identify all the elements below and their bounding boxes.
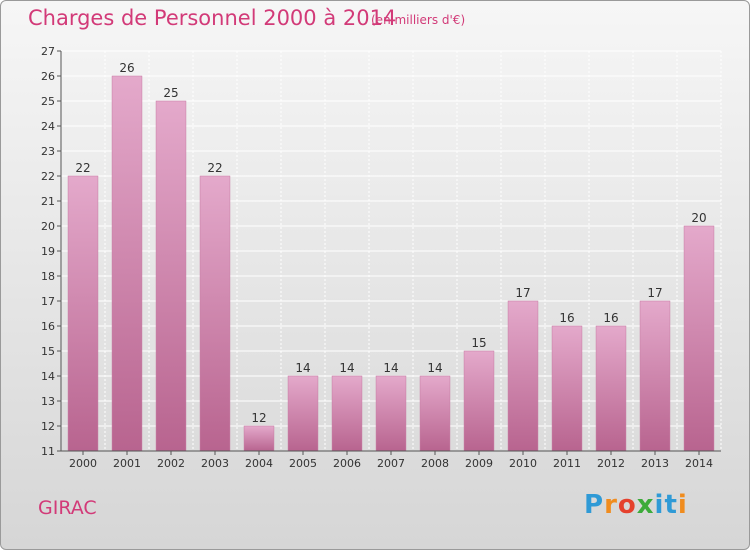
bar-2013[interactable]: [639, 300, 671, 452]
value-label: 14: [427, 361, 442, 375]
x-tick-label: 2008: [421, 457, 449, 470]
x-tick-label: 2002: [157, 457, 185, 470]
value-label: 22: [207, 161, 222, 175]
x-tick-label: 2001: [113, 457, 141, 470]
value-label: 14: [383, 361, 398, 375]
x-tick-label: 2000: [69, 457, 97, 470]
x-tick-label: 2012: [597, 457, 625, 470]
y-tick-label: 17: [41, 295, 55, 308]
y-tick-label: 19: [41, 245, 55, 258]
bar-2010[interactable]: [507, 300, 539, 452]
y-tick-label: 14: [41, 370, 55, 383]
y-tick-label: 21: [41, 195, 55, 208]
x-tick-label: 2011: [553, 457, 581, 470]
y-tick-label: 20: [41, 220, 55, 233]
bar-2014[interactable]: [683, 225, 715, 452]
x-tick-label: 2014: [685, 457, 713, 470]
proxiti-logo[interactable]: Proxiti: [584, 490, 688, 520]
bar-2004[interactable]: [243, 425, 275, 452]
y-tick-label: 18: [41, 270, 55, 283]
x-tick-label: 2010: [509, 457, 537, 470]
chart-subtitle: (en milliers d'€): [371, 13, 466, 27]
value-label: 14: [295, 361, 310, 375]
y-tick-label: 24: [41, 120, 55, 133]
bar-2000[interactable]: [67, 175, 99, 452]
x-tick-label: 2003: [201, 457, 229, 470]
value-label: 15: [471, 336, 486, 350]
value-label: 16: [603, 311, 618, 325]
value-label: 16: [559, 311, 574, 325]
bar-2012[interactable]: [595, 325, 627, 452]
x-tick-label: 2013: [641, 457, 669, 470]
bar-2001[interactable]: [111, 75, 143, 452]
y-tick-label: 13: [41, 395, 55, 408]
bar-2002[interactable]: [155, 100, 187, 452]
value-label: 26: [119, 61, 134, 75]
bar-2008[interactable]: [419, 375, 451, 452]
x-tick-label: 2005: [289, 457, 317, 470]
y-tick-label: 15: [41, 345, 55, 358]
x-tick-label: 2006: [333, 457, 361, 470]
value-label: 17: [647, 286, 662, 300]
x-tick-label: 2004: [245, 457, 273, 470]
y-tick-label: 26: [41, 70, 55, 83]
value-label: 22: [75, 161, 90, 175]
bar-2003[interactable]: [199, 175, 231, 452]
value-label: 17: [515, 286, 530, 300]
bar-2007[interactable]: [375, 375, 407, 452]
bar-2011[interactable]: [551, 325, 583, 452]
y-tick-label: 22: [41, 170, 55, 183]
value-label: 12: [251, 411, 266, 425]
y-tick-label: 27: [41, 45, 55, 58]
value-label: 14: [339, 361, 354, 375]
x-tick-label: 2009: [465, 457, 493, 470]
bar-2009[interactable]: [463, 350, 495, 452]
y-tick-label: 25: [41, 95, 55, 108]
value-label: 20: [691, 211, 706, 225]
bar-2005[interactable]: [287, 375, 319, 452]
x-tick-label: 2007: [377, 457, 405, 470]
y-tick-label: 23: [41, 145, 55, 158]
place-name: GIRAC: [38, 497, 97, 519]
chart-title: Charges de Personnel 2000 à 2014: [28, 6, 397, 30]
y-tick-label: 16: [41, 320, 55, 333]
y-tick-label: 11: [41, 445, 55, 458]
y-tick-label: 12: [41, 420, 55, 433]
value-label: 25: [163, 86, 178, 100]
bar-2006[interactable]: [331, 375, 363, 452]
